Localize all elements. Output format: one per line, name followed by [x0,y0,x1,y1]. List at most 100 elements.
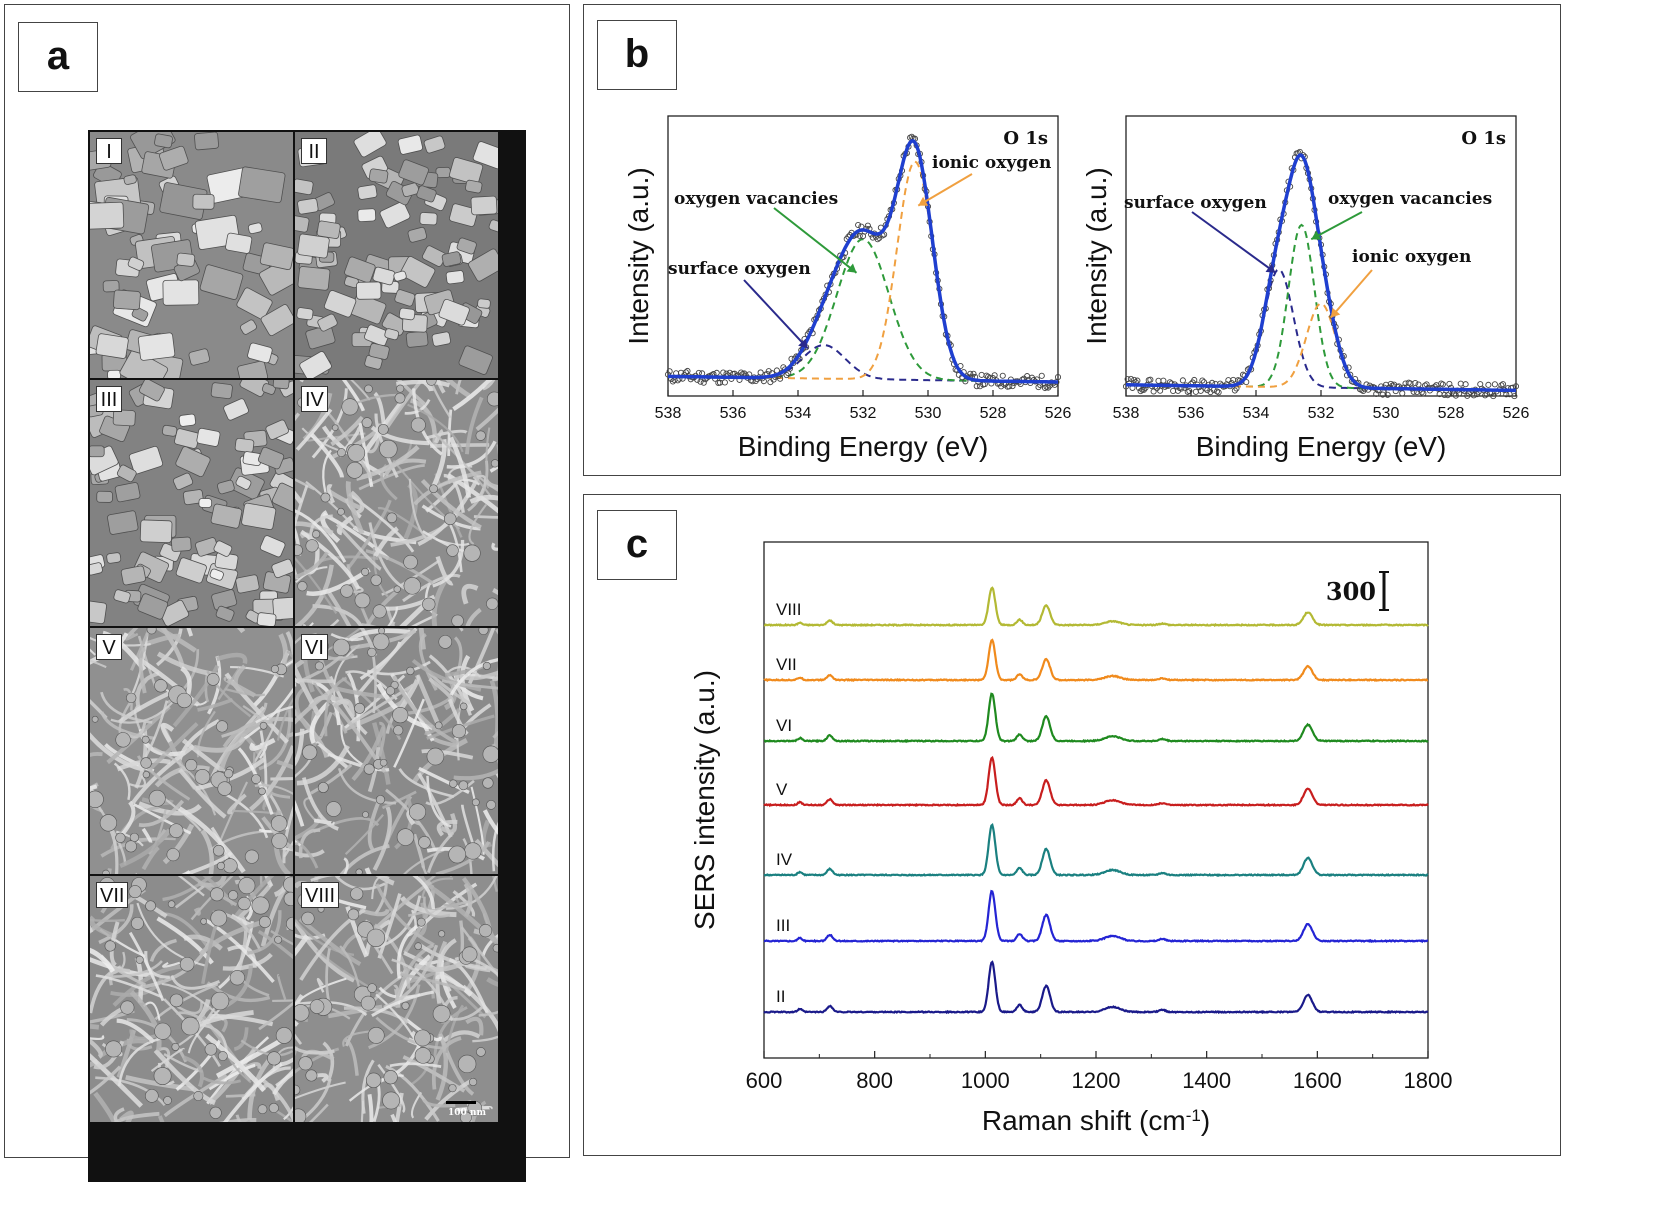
series-label-VII: VII [776,655,797,674]
series-line-VII [763,638,1429,683]
data-point [1041,384,1049,392]
sem-texture [295,628,498,874]
annotation-label: ionic oxygen [932,153,1051,173]
data-point [682,369,689,376]
x-tick-label: 534 [1243,405,1270,422]
sem-texture [90,876,293,1122]
data-point [721,379,728,386]
data-point [1009,383,1016,390]
sem-label-VI: VI [301,634,328,660]
y-axis-label: SERS intensity (a.u.) [689,670,720,930]
sem-image-II: II [295,132,498,378]
annotation-label: surface oxygen [1124,193,1267,213]
data-point [1170,387,1177,394]
data-point [1199,377,1206,384]
chart-title: O 1s [1003,128,1048,149]
data-point [757,369,764,376]
sem-texture [295,380,498,626]
series-line-VIII [763,586,1429,628]
x-tick-label: 530 [1373,405,1400,422]
y-axis-label: Intensity (a.u.) [1081,167,1112,344]
data-point [1387,380,1394,387]
annotation-arrow [1191,211,1277,274]
sem-label-V: V [96,634,122,660]
data-point [1384,391,1391,398]
annotation-label: oxygen vacancies [674,189,838,209]
data-point [738,369,745,376]
annotation-arrowhead [918,196,929,206]
sem-image-I: I [90,132,293,378]
xps-right-chart: 538 536 534 532 530 528 526 Binding Energy (eV)… [1081,115,1530,462]
x-axis-label: Binding Energy (eV) [1196,431,1447,462]
annotation-arrow [743,279,809,350]
data-point [1006,383,1013,390]
x-tick-label: 530 [915,405,942,422]
data-point [1485,381,1492,388]
data-point [985,373,992,380]
data-point [856,232,863,239]
panel-a-letter: a [18,22,98,92]
sem-texture [90,132,293,378]
x-tick-label: 600 [746,1068,783,1093]
annotation-label: surface oxygen [668,259,811,279]
data-point [1150,388,1157,395]
panel-b-letter: b [597,20,677,90]
data-point [978,371,985,378]
sem-label-III: III [96,386,122,412]
data-point [976,383,984,390]
data-point [864,222,871,229]
data-point [700,379,707,386]
data-point [1140,386,1147,393]
data-point [1192,388,1199,395]
sem-image-VI: VI [295,628,498,874]
data-point [1407,380,1414,387]
data-point [1470,392,1477,399]
x-tick-label: 800 [856,1068,893,1093]
data-point [1373,390,1380,397]
sem-image-IV: IV [295,380,498,626]
data-point [1399,390,1406,397]
data-point [783,371,790,379]
scale-bar-label: 300 [1326,577,1376,606]
x-tick-label: 532 [850,405,877,422]
y-axis-label: Intensity (a.u.) [623,167,654,344]
series-label-II: II [776,987,785,1006]
x-tick-label: 534 [785,405,812,422]
series-line-V [763,755,1429,808]
data-point [713,369,720,376]
x-axis-label: Raman shift (cm-1) [982,1105,1210,1136]
data-point [999,372,1006,379]
series-line-III [763,889,1428,944]
x-tick-label: 526 [1503,405,1530,422]
x-tick-label: 528 [980,405,1007,422]
data-point [1215,389,1222,396]
data-point [973,383,980,390]
sem-label-II: II [301,138,327,164]
data-point [1186,387,1193,395]
data-point [1491,381,1498,388]
series-label-IV: IV [776,850,793,869]
data-point [697,378,704,385]
annotation-arrowhead [1311,230,1322,240]
series-label-VI: VI [776,716,792,735]
annotation-arrow [1310,211,1363,241]
plot-frame [763,541,1429,1059]
data-point [1498,382,1505,389]
series-line-II [763,960,1429,1015]
data-point [1155,377,1162,384]
data-point [666,368,673,375]
sem-texture [90,380,293,626]
x-tick-label: 536 [1178,405,1205,422]
x-tick-label: 536 [720,405,747,422]
data-point [684,367,691,375]
data-point [1499,381,1507,388]
data-point [1230,376,1237,383]
chart-title: O 1s [1461,128,1506,149]
series-label-VIII: VIII [776,600,802,619]
data-point [1439,381,1446,388]
sem-texture [295,132,498,378]
data-point [777,375,784,382]
x-tick-label: 1400 [1182,1068,1231,1093]
panel-c [583,494,1561,1156]
sem-label-IV: IV [301,386,328,412]
